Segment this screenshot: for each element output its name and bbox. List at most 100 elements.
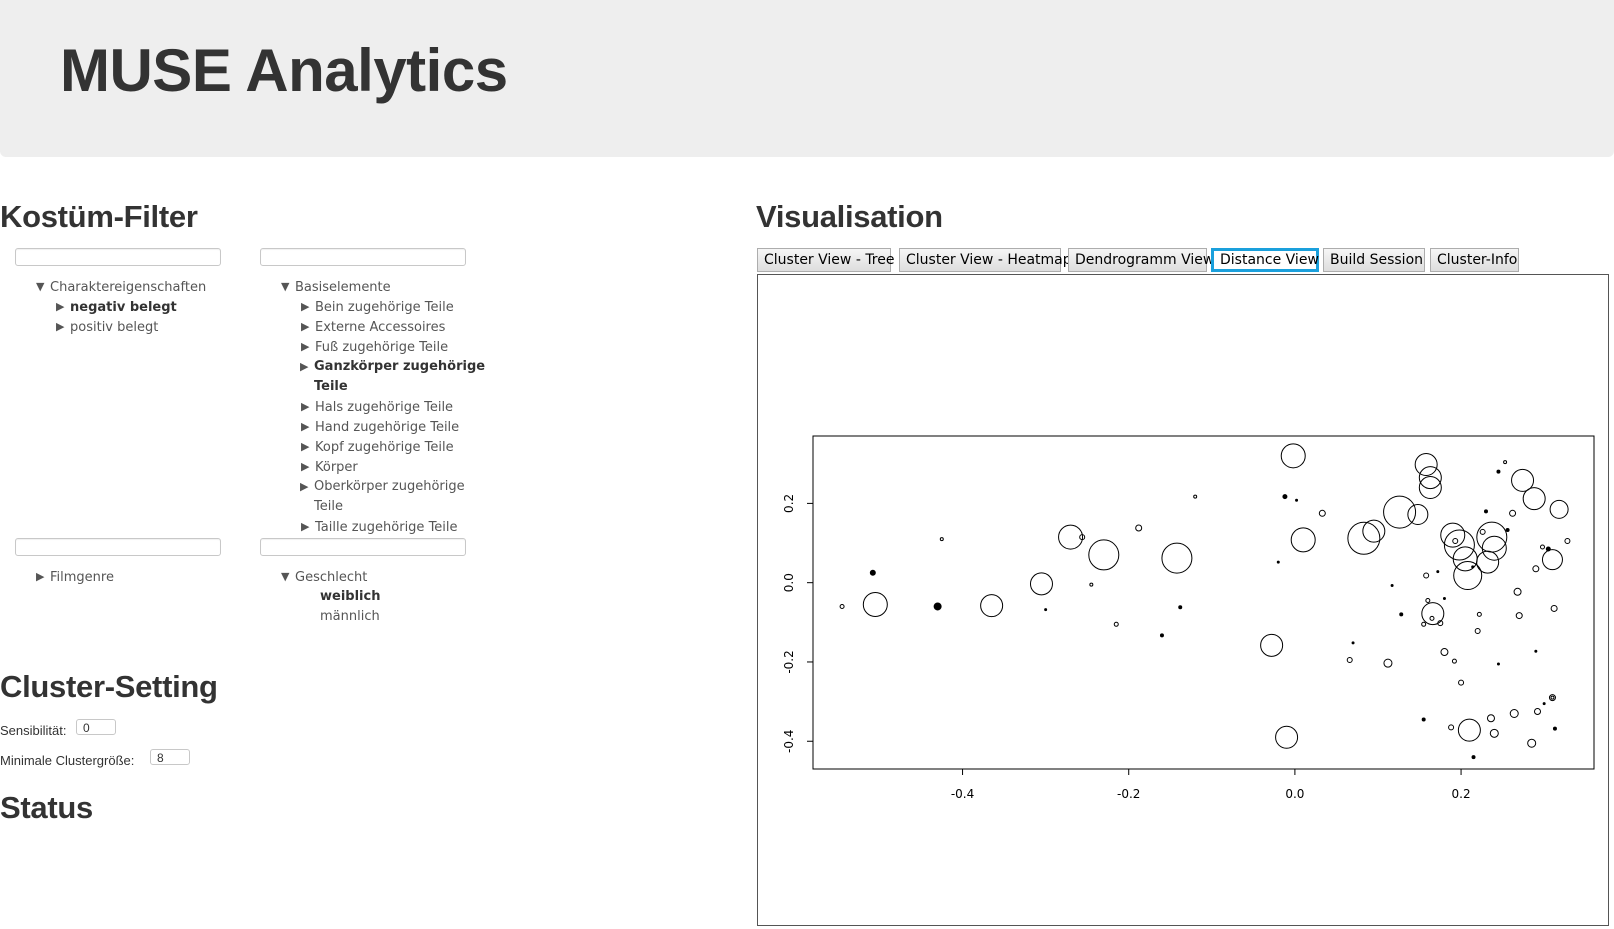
scatter-point <box>869 569 876 576</box>
tab-build-session[interactable]: Build Session <box>1323 248 1425 272</box>
scatter-point <box>1193 494 1198 499</box>
triangle-right-icon[interactable]: ▶ <box>56 320 65 333</box>
scatter-point <box>1351 641 1355 645</box>
tree-node-bein[interactable]: ▶ Bein zugehörige Teile <box>301 297 454 318</box>
scatter-point <box>1113 621 1119 627</box>
scatter-point <box>1486 714 1495 723</box>
triangle-down-icon[interactable]: ▼ <box>281 280 290 293</box>
triangle-down-icon[interactable]: ▼ <box>36 280 45 293</box>
scatter-point <box>1534 708 1542 716</box>
tab-dendrogramm-view[interactable]: Dendrogramm View <box>1068 248 1214 272</box>
tree-node-maennlich[interactable]: männlich <box>320 609 380 624</box>
scatter-point <box>1088 539 1120 571</box>
scatter-point <box>1522 487 1546 511</box>
triangle-right-icon[interactable]: ▶ <box>301 400 310 413</box>
cluster-setting-heading: Cluster-Setting <box>0 669 218 704</box>
scatter-point <box>1407 503 1429 525</box>
tree1-search-input[interactable] <box>15 248 221 266</box>
scatter-point <box>1476 550 1500 574</box>
y-tick-label: -0.4 <box>782 730 796 753</box>
y-tick-label: -0.2 <box>782 650 796 673</box>
scatter-point <box>1178 605 1183 610</box>
scatter-point <box>1079 534 1086 541</box>
tree-node-hals[interactable]: ▶ Hals zugehörige Teile <box>301 397 453 418</box>
scatter-point <box>1442 597 1446 601</box>
tree-node-negativ-belegt[interactable]: ▶ negativ belegt <box>56 297 177 318</box>
x-tick-label: -0.2 <box>1117 787 1140 801</box>
tree-node-charaktereigenschaften[interactable]: ▼ Charaktereigenschaften <box>36 277 206 298</box>
tree4-search-input[interactable] <box>260 538 466 556</box>
scatter-point <box>1452 538 1459 545</box>
scatter-point <box>1550 604 1558 612</box>
tree-node-positiv-belegt[interactable]: ▶ positiv belegt <box>56 317 158 338</box>
scatter-point <box>1451 658 1457 664</box>
sensibility-label: Sensibilität: <box>0 723 67 738</box>
min-cluster-size-input[interactable]: 8 <box>150 749 190 765</box>
tree-node-basiselemente[interactable]: ▼ Basiselemente <box>281 277 391 298</box>
tree-node-oberkoerper[interactable]: ▶ Oberkörper zugehörige Teile <box>300 479 465 514</box>
scatter-point <box>1440 648 1449 657</box>
scatter-point <box>839 603 845 609</box>
visualisation-panel: -0.4 -0.2 0.0 0.2 -0.4 -0.2 0.0 0.2 <box>757 274 1609 926</box>
tree3-search-input[interactable] <box>15 538 221 556</box>
triangle-right-icon[interactable]: ▶ <box>301 460 310 473</box>
triangle-right-icon[interactable]: ▶ <box>300 480 309 493</box>
tree-node-geschlecht[interactable]: ▼ Geschlecht <box>281 567 367 588</box>
scatter-point <box>1418 466 1442 490</box>
scatter-point <box>1383 495 1417 529</box>
scatter-point <box>1295 498 1299 502</box>
tree-node-kopf[interactable]: ▶ Kopf zugehörige Teile <box>301 437 454 458</box>
triangle-right-icon[interactable]: ▶ <box>300 360 309 373</box>
filter-heading: Kostüm-Filter <box>0 199 198 234</box>
triangle-down-icon[interactable]: ▼ <box>281 570 290 583</box>
scatter-point <box>1429 615 1435 621</box>
tree-node-ganzkoerper[interactable]: ▶ Ganzkörper zugehörige Teile <box>300 359 486 394</box>
page-header: MUSE Analytics <box>0 0 1614 157</box>
tree-node-taille[interactable]: ▶ Taille zugehörige Teile <box>301 517 458 538</box>
tree-node-koerper[interactable]: ▶ Körper <box>301 457 358 478</box>
sensibility-input[interactable]: 0 <box>76 719 116 735</box>
tree-node-filmgenre[interactable]: ▶ Filmgenre <box>36 567 114 588</box>
triangle-right-icon[interactable]: ▶ <box>36 570 45 583</box>
scatter-point <box>1564 538 1571 545</box>
scatter-point <box>1260 633 1284 657</box>
scatter-point <box>1423 572 1430 579</box>
scatter-point <box>1496 469 1501 474</box>
triangle-right-icon[interactable]: ▶ <box>301 420 310 433</box>
tree2-search-input[interactable] <box>260 248 466 266</box>
scatter-point <box>1044 608 1048 612</box>
scatter-point <box>1549 499 1569 519</box>
scatter-point <box>1135 524 1143 532</box>
tree-node-hand[interactable]: ▶ Hand zugehörige Teile <box>301 417 459 438</box>
scatter-point <box>1458 679 1465 686</box>
scatter-point <box>1448 724 1455 731</box>
scatter-point <box>1318 509 1326 517</box>
scatter-point <box>1421 717 1426 722</box>
tab-distance-view[interactable]: Distance View <box>1211 248 1319 272</box>
tab-cluster-view-heatmap[interactable]: Cluster View - Heatmap <box>899 248 1072 272</box>
tab-cluster-info[interactable]: Cluster-Info <box>1430 248 1519 272</box>
triangle-right-icon[interactable]: ▶ <box>56 300 65 313</box>
triangle-right-icon[interactable]: ▶ <box>301 520 310 533</box>
triangle-right-icon[interactable]: ▶ <box>301 440 310 453</box>
scatter-point <box>1511 468 1535 492</box>
triangle-right-icon[interactable]: ▶ <box>301 340 310 353</box>
scatter-point <box>1414 453 1438 477</box>
scatter-point <box>1399 612 1404 617</box>
triangle-right-icon[interactable]: ▶ <box>301 320 310 333</box>
scatter-point <box>1534 649 1538 653</box>
scatter-point <box>1089 582 1094 587</box>
tab-cluster-view-tree[interactable]: Cluster View - Tree <box>757 248 894 272</box>
tree-node-fuss[interactable]: ▶ Fuß zugehörige Teile <box>301 337 448 358</box>
scatter-point <box>1539 544 1545 550</box>
scatter-point <box>1479 528 1486 535</box>
x-axis: -0.4 -0.2 0.0 0.2 <box>951 769 1471 801</box>
scatter-point <box>1161 542 1193 574</box>
tree-node-weiblich[interactable]: weiblich <box>320 589 381 604</box>
app-title: MUSE Analytics <box>60 37 508 104</box>
scatter-point <box>1474 628 1481 635</box>
triangle-right-icon[interactable]: ▶ <box>301 300 310 313</box>
scatter-point <box>1550 695 1555 700</box>
scatter-point <box>1532 565 1540 573</box>
tree-node-externe-accessoires[interactable]: ▶ Externe Accessoires <box>301 317 445 338</box>
